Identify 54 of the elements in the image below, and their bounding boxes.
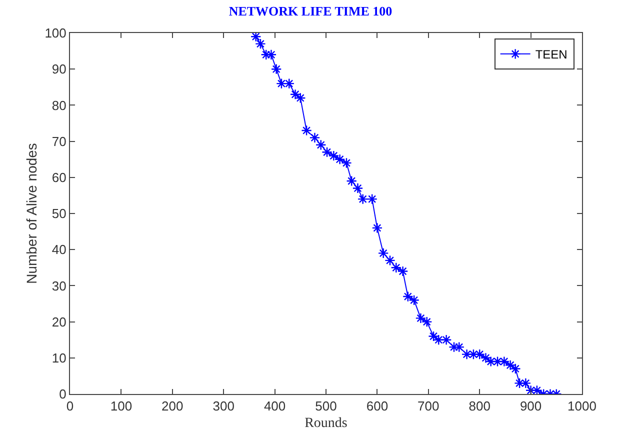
y-tick-label: 90 bbox=[52, 62, 66, 77]
x-tick-label: 1000 bbox=[568, 398, 596, 414]
y-tick-label: 80 bbox=[52, 98, 66, 113]
y-tick-label: 100 bbox=[44, 26, 66, 41]
x-tick-label: 400 bbox=[264, 398, 286, 414]
legend-label: TEEN bbox=[535, 48, 568, 62]
y-tick-label: 30 bbox=[52, 278, 66, 294]
point bbox=[390, 262, 402, 274]
point bbox=[250, 33, 262, 42]
y-tick-label: 70 bbox=[52, 134, 66, 149]
y-tick-label: 50 bbox=[52, 206, 66, 222]
y-axis-title: Number of Alive nodes bbox=[23, 143, 40, 284]
point bbox=[270, 64, 282, 74]
x-tick-label: 900 bbox=[520, 398, 542, 414]
point bbox=[492, 356, 503, 367]
point bbox=[408, 294, 420, 306]
point bbox=[255, 38, 266, 50]
x-tick-label: 800 bbox=[468, 398, 490, 414]
point bbox=[322, 146, 332, 158]
point bbox=[440, 334, 452, 346]
y-tick-label: 0 bbox=[59, 386, 66, 402]
point bbox=[357, 194, 368, 204]
point bbox=[334, 154, 346, 165]
x-tick-label: 500 bbox=[315, 398, 337, 414]
point bbox=[415, 312, 426, 324]
x-tick-label: 100 bbox=[110, 398, 132, 414]
point bbox=[397, 266, 408, 277]
point bbox=[421, 316, 432, 328]
x-tick-label: 600 bbox=[366, 398, 388, 414]
point bbox=[366, 194, 378, 204]
y-tick-label: 60 bbox=[52, 170, 66, 185]
point bbox=[352, 182, 364, 194]
point bbox=[498, 356, 510, 367]
point bbox=[284, 78, 295, 89]
point bbox=[315, 140, 326, 150]
point bbox=[341, 158, 352, 168]
y-tick-label: 20 bbox=[52, 314, 66, 330]
point bbox=[301, 125, 312, 136]
x-tick-label: 300 bbox=[212, 398, 234, 414]
point bbox=[346, 176, 357, 186]
point bbox=[378, 248, 389, 259]
x-axis-title: Rounds bbox=[304, 416, 348, 431]
point bbox=[384, 255, 396, 266]
y-tick-label: 10 bbox=[52, 350, 66, 366]
point bbox=[372, 222, 383, 234]
point bbox=[328, 150, 340, 162]
point bbox=[461, 348, 472, 360]
x-tick-label: 200 bbox=[162, 398, 184, 414]
chart-title: NETWORK LIFE TIME 100 bbox=[228, 4, 392, 19]
y-tick-label: 40 bbox=[52, 242, 66, 258]
point bbox=[276, 78, 287, 89]
point bbox=[402, 291, 414, 302]
point bbox=[309, 132, 320, 144]
x-tick-label: 700 bbox=[418, 398, 440, 414]
